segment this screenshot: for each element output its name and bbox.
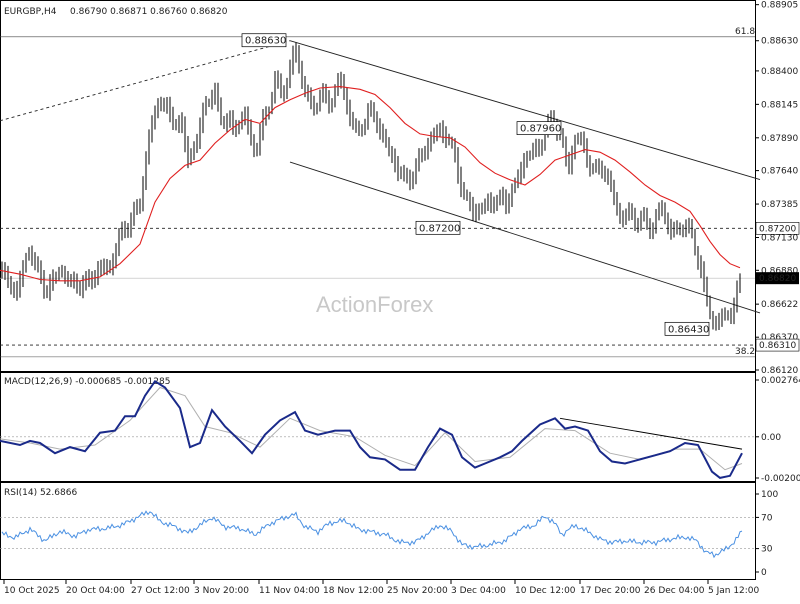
price-axis-label: 0.86370 <box>761 333 798 343</box>
main-panel-frame <box>0 0 756 372</box>
price-axis-label: 0.88905 <box>761 1 798 11</box>
price-callout-box <box>415 220 461 235</box>
price-axis-label: 0.88145 <box>761 100 798 110</box>
price-axis-label: 0.87130 <box>761 234 798 244</box>
rsi-line <box>1 510 743 559</box>
fib-level-label: 61.8 <box>735 27 755 37</box>
time-axis-label: 17 Dec 20:00 <box>580 586 641 596</box>
price-axis-label: 0.87890 <box>761 134 798 144</box>
price-callout-box <box>664 321 710 336</box>
time-axis-label: 3 Dec 04:00 <box>451 586 506 596</box>
fib-level-label: 38.2 <box>735 347 755 357</box>
price-callout-text: 0.86430 <box>668 324 709 335</box>
price-callout-box <box>516 121 562 135</box>
price-axis-label: 0.87385 <box>761 200 798 210</box>
price-axis-label: 0.86880 <box>761 266 798 276</box>
macd-title: MACD(12,26,9) -0.000685 -0.001285 <box>4 377 170 387</box>
price-axis-label: 0.86622 <box>761 300 798 310</box>
rsi-axis-label: 0 <box>761 568 767 578</box>
last-price-tag-text: 0.86820 <box>759 274 796 284</box>
chart-header: EURGBP,H4 <box>4 7 57 17</box>
time-axis-label: 20 Oct 04:00 <box>66 586 125 596</box>
time-axis-label: 10 Oct 2025 <box>4 586 60 596</box>
price-axis-label: 0.87640 <box>761 167 798 177</box>
watermark: ActionForex <box>316 292 433 317</box>
time-axis-label: 10 Dec 12:00 <box>515 586 576 596</box>
rsi-axis-label: 70 <box>761 513 773 523</box>
price-callout-text: 0.87200 <box>419 223 460 234</box>
price-callout-text: 0.87960 <box>520 124 561 135</box>
rsi-panel-frame <box>0 482 756 580</box>
macd-axis-label: -0.002005 <box>761 474 800 484</box>
price-callout-box <box>241 33 287 48</box>
last-price-tag <box>756 272 799 285</box>
macd-axis-label: 0.00 <box>761 433 781 443</box>
price-level-tag <box>755 222 800 235</box>
price-axis-label: 0.88400 <box>761 67 798 77</box>
price-level-tag-text: 0.86310 <box>759 341 796 351</box>
time-axis-label: 26 Dec 04:00 <box>644 586 705 596</box>
rsi-axis-label: 30 <box>761 545 773 555</box>
price-axis-label: 0.88630 <box>761 37 798 47</box>
time-axis-label: 3 Nov 20:00 <box>194 586 249 596</box>
prior-trend-line <box>0 40 291 122</box>
channel-lower-line <box>289 161 761 314</box>
time-axis-label: 25 Nov 20:00 <box>387 586 448 596</box>
price-axis-label: 0.86120 <box>761 366 798 376</box>
time-axis-label: 11 Nov 04:00 <box>259 586 320 596</box>
macd-axis-label: 0.002764 <box>761 376 800 386</box>
rsi-axis-label: 100 <box>761 490 778 500</box>
moving-average-line <box>0 86 741 282</box>
channel-upper-line <box>289 40 761 180</box>
time-axis-label: 18 Nov 12:00 <box>323 586 384 596</box>
price-bars <box>1 42 741 331</box>
chart-ohlc: 0.86790 0.86871 0.86760 0.86820 <box>70 7 228 17</box>
rsi-title: RSI(14) 52.6866 <box>4 488 77 498</box>
price-level-tag-text: 0.87200 <box>759 224 796 234</box>
time-axis-label: 5 Jan 12:00 <box>708 586 760 596</box>
price-level-tag <box>755 338 800 352</box>
macd-panel-frame <box>0 372 756 482</box>
price-callout-text: 0.88630 <box>245 36 286 47</box>
time-axis-label: 27 Oct 12:00 <box>131 586 190 596</box>
macd-line <box>0 379 743 479</box>
macd-trendline <box>559 417 743 450</box>
